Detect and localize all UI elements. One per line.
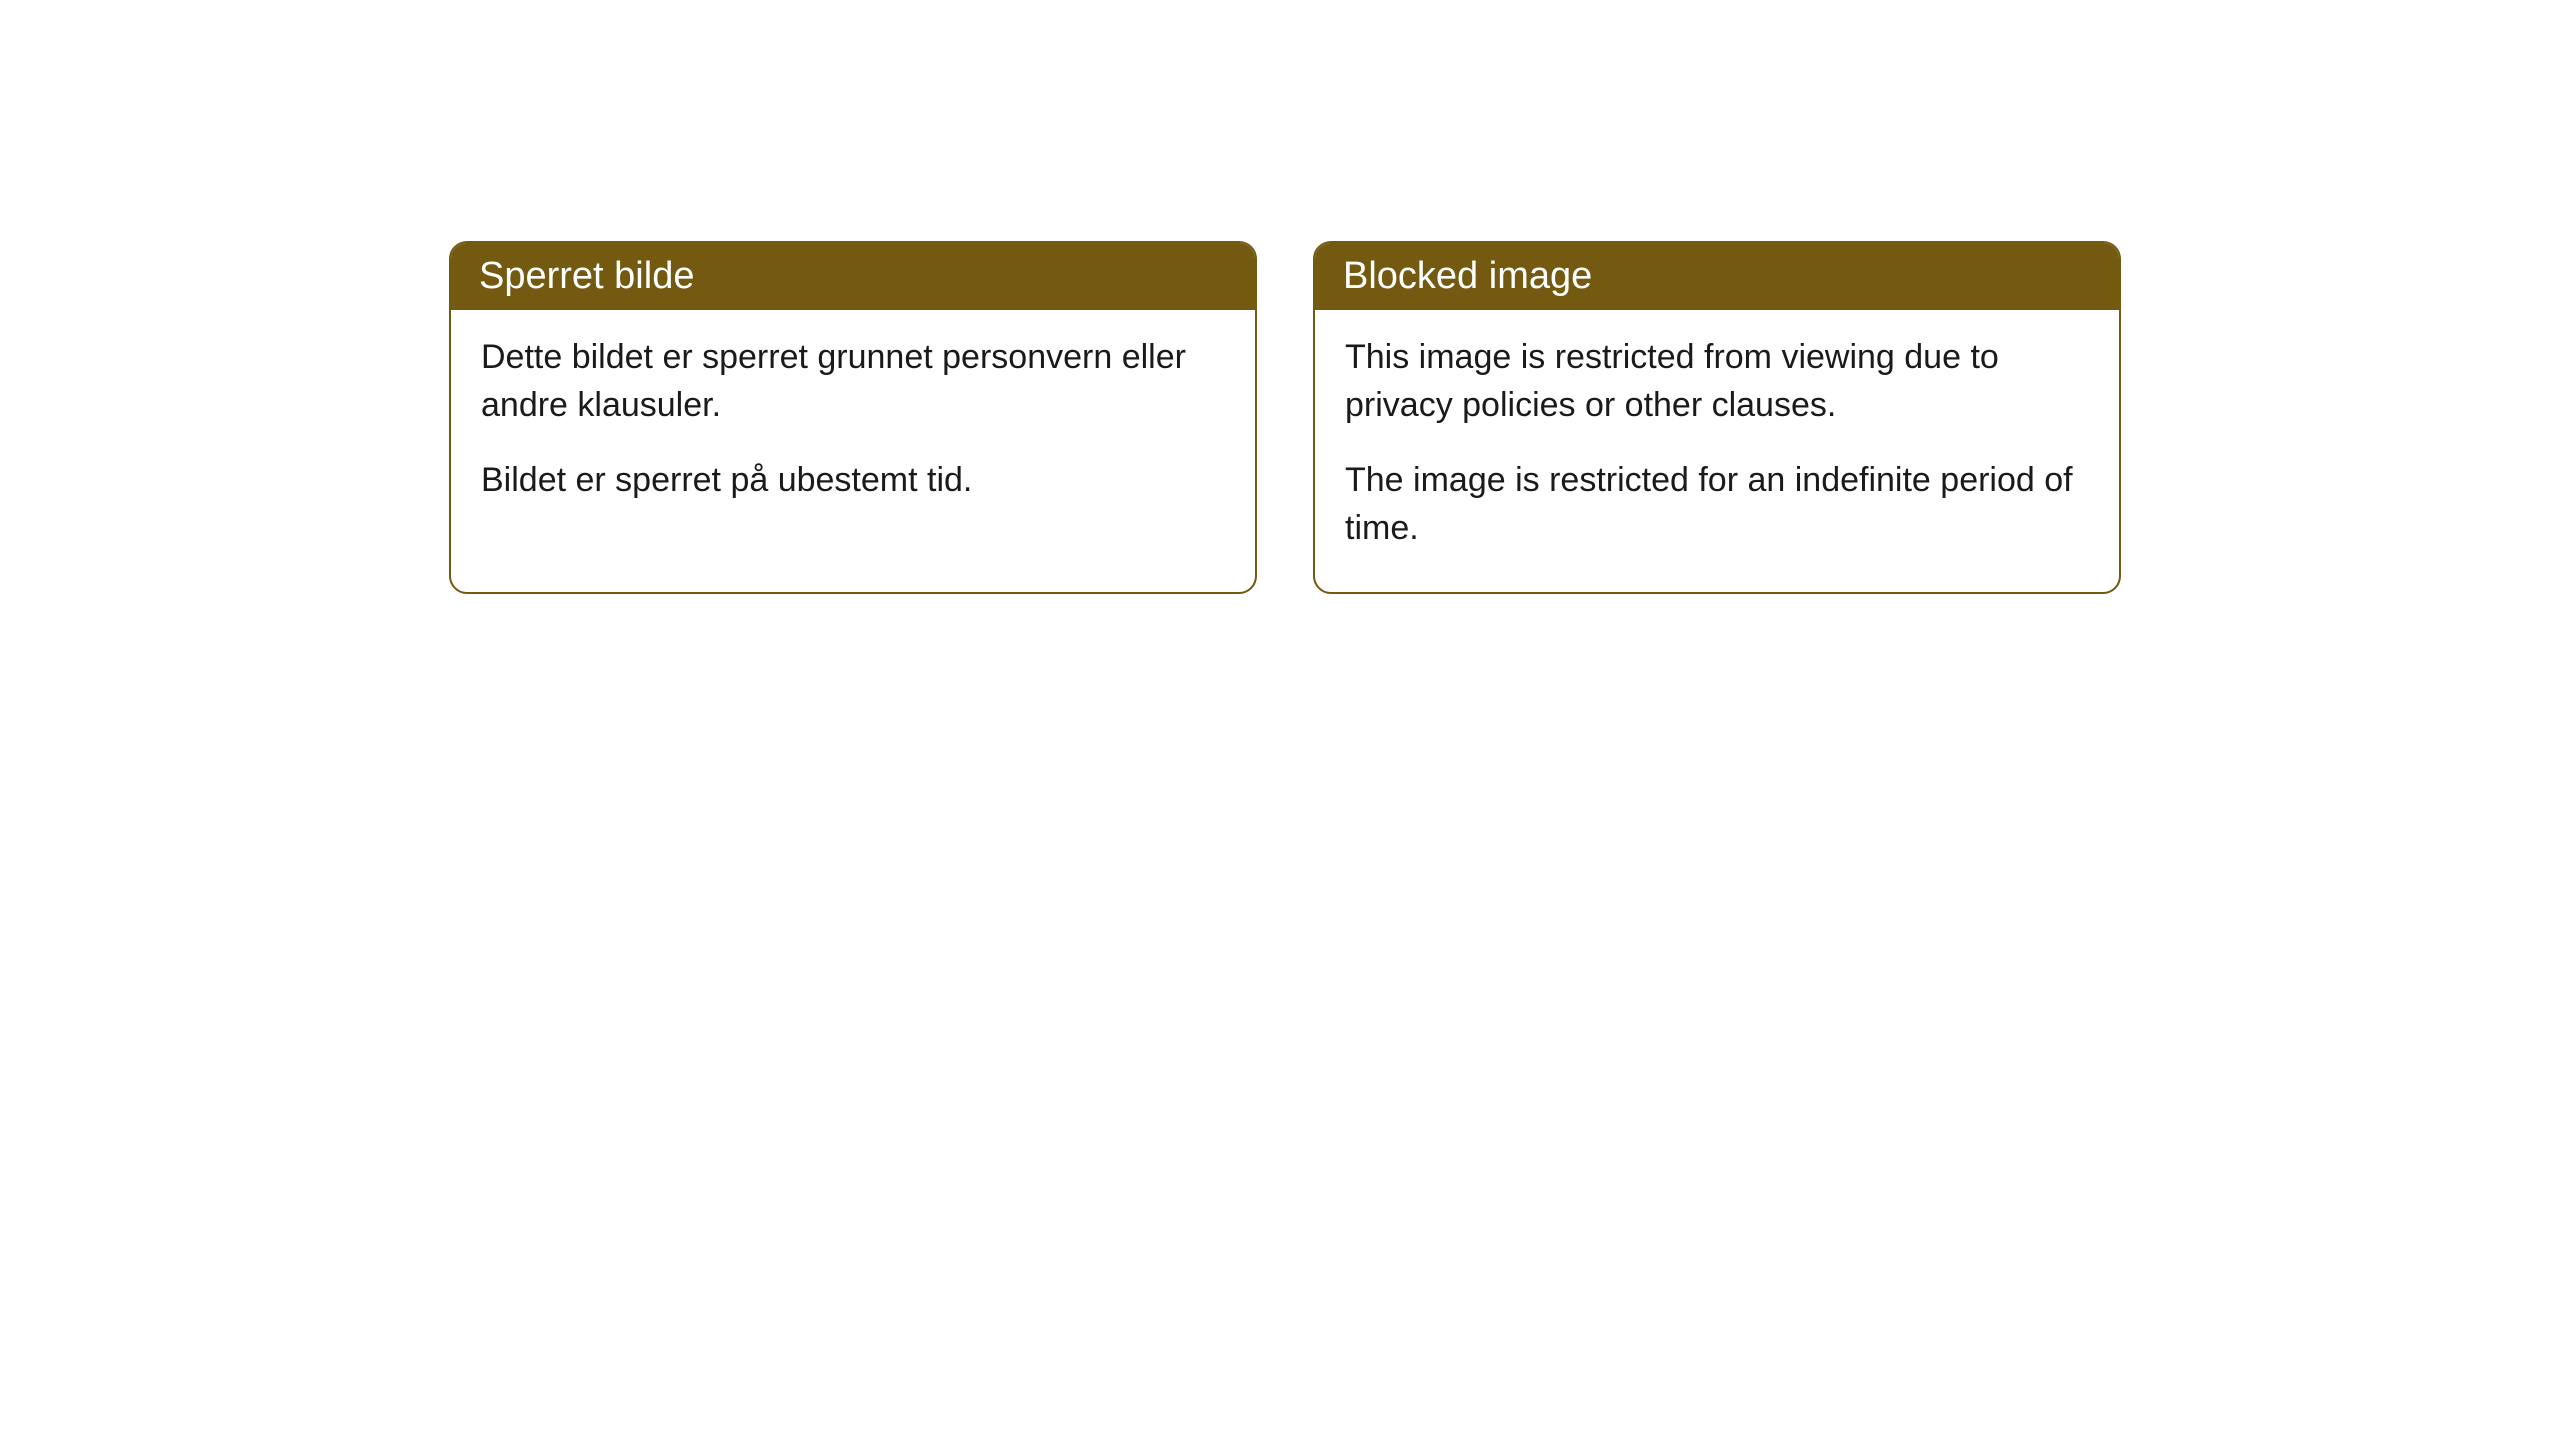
- card-title: Blocked image: [1315, 243, 2119, 310]
- notice-card-english: Blocked image This image is restricted f…: [1313, 241, 2121, 594]
- card-body: Dette bildet er sperret grunnet personve…: [451, 310, 1255, 545]
- card-paragraph: Bildet er sperret på ubestemt tid.: [481, 457, 1225, 505]
- card-paragraph: Dette bildet er sperret grunnet personve…: [481, 334, 1225, 429]
- notice-cards-container: Sperret bilde Dette bildet er sperret gr…: [449, 241, 2121, 594]
- card-title: Sperret bilde: [451, 243, 1255, 310]
- card-paragraph: This image is restricted from viewing du…: [1345, 334, 2089, 429]
- card-paragraph: The image is restricted for an indefinit…: [1345, 457, 2089, 552]
- notice-card-norwegian: Sperret bilde Dette bildet er sperret gr…: [449, 241, 1257, 594]
- card-body: This image is restricted from viewing du…: [1315, 310, 2119, 592]
